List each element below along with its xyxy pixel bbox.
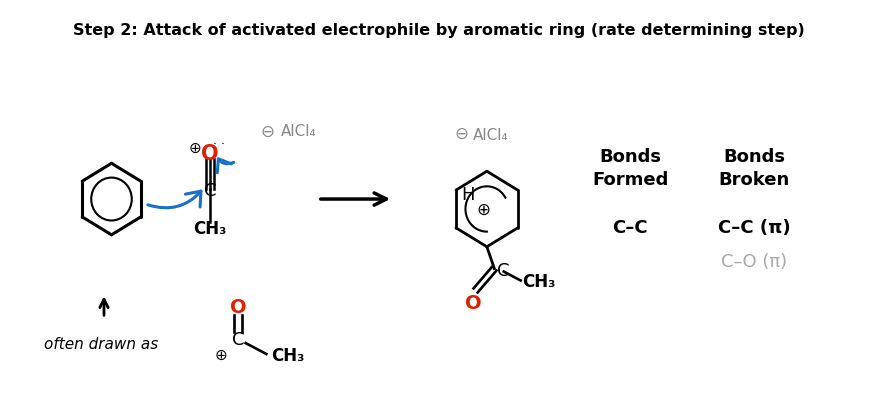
Text: ⊕: ⊕ <box>475 200 489 218</box>
Text: O: O <box>201 144 218 164</box>
Text: H: H <box>461 185 474 204</box>
Text: Bonds
Formed: Bonds Formed <box>592 148 668 188</box>
Text: AlCl₄: AlCl₄ <box>472 128 508 142</box>
Text: C: C <box>203 182 216 199</box>
Text: CH₃: CH₃ <box>522 273 555 291</box>
Text: ⊕: ⊕ <box>189 140 201 156</box>
Text: Bonds
Broken: Bonds Broken <box>718 148 789 188</box>
FancyArrowPatch shape <box>217 159 233 173</box>
Text: often drawn as: often drawn as <box>44 336 158 351</box>
Text: C–C (π): C–C (π) <box>717 218 789 236</box>
Text: AlCl₄: AlCl₄ <box>280 124 316 139</box>
Text: CH₃: CH₃ <box>193 219 226 237</box>
Text: ⊕: ⊕ <box>215 347 227 362</box>
Text: C: C <box>232 330 244 348</box>
Text: O: O <box>465 294 481 313</box>
Text: · ·: · · <box>213 138 225 151</box>
Text: C–O (π): C–O (π) <box>720 252 787 270</box>
Text: C–C: C–C <box>612 218 647 236</box>
Text: O: O <box>230 297 246 316</box>
Text: ⊖: ⊖ <box>260 122 274 140</box>
FancyArrowPatch shape <box>147 192 201 208</box>
Text: Step 2: Attack of activated electrophile by aromatic ring (rate determining step: Step 2: Attack of activated electrophile… <box>73 23 804 38</box>
Text: C: C <box>496 261 510 279</box>
Text: CH₃: CH₃ <box>271 346 304 364</box>
Text: ⊖: ⊖ <box>454 124 468 142</box>
